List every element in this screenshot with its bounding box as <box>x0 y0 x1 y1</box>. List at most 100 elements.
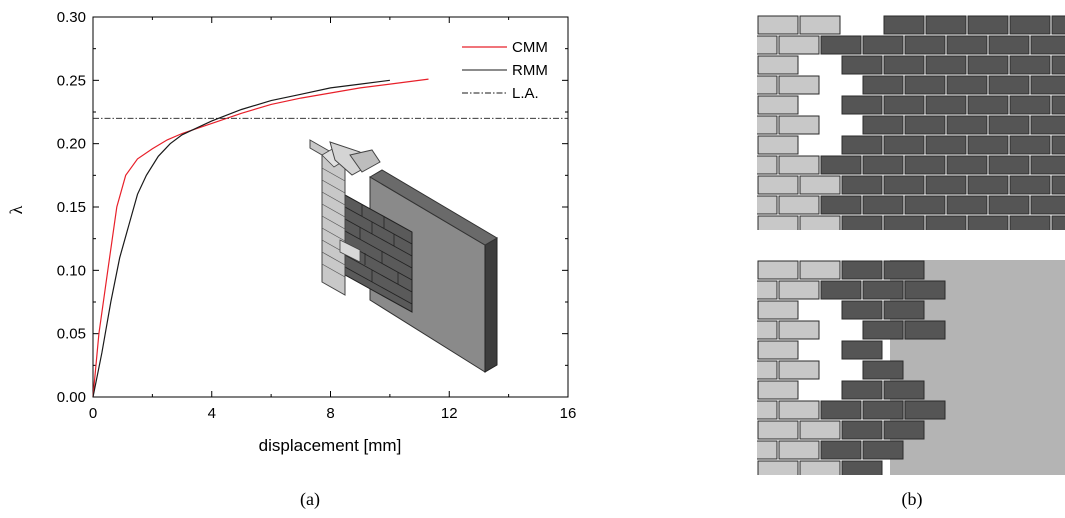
brick <box>757 440 778 460</box>
brick <box>904 195 946 215</box>
brick <box>925 15 967 35</box>
brick <box>820 35 862 55</box>
y-axis-title: λ <box>6 205 26 214</box>
brick <box>841 300 883 320</box>
brick <box>757 215 799 230</box>
brick <box>883 135 925 155</box>
brick <box>925 175 967 195</box>
brick <box>904 280 946 300</box>
brick <box>778 115 820 135</box>
series-line-rmm <box>92 79 390 398</box>
brick <box>778 440 820 460</box>
brick <box>778 360 820 380</box>
brick <box>757 195 778 215</box>
x-tick-label: 8 <box>326 405 334 422</box>
brick <box>799 175 841 195</box>
x-tick-label: 12 <box>441 405 458 422</box>
brick <box>757 260 799 280</box>
brick <box>883 175 925 195</box>
brick <box>778 35 820 55</box>
brick <box>1009 95 1051 115</box>
brick <box>1051 15 1065 35</box>
brick <box>967 175 1009 195</box>
brick <box>967 95 1009 115</box>
legend-label-la: L.A. <box>512 85 539 102</box>
brick <box>925 135 967 155</box>
brick <box>988 35 1030 55</box>
brick <box>862 440 904 460</box>
brick <box>757 175 799 195</box>
brick <box>757 15 799 35</box>
brick <box>925 55 967 75</box>
brick <box>1009 55 1051 75</box>
brick <box>820 440 862 460</box>
brick <box>778 155 820 175</box>
brick <box>967 15 1009 35</box>
brick <box>862 400 904 420</box>
brick <box>778 280 820 300</box>
brick <box>841 55 883 75</box>
masonry-wall-hybrid-mesh-icon <box>757 260 1065 475</box>
brick <box>988 195 1030 215</box>
legend-label-rmm: RMM <box>512 62 548 79</box>
brick <box>904 35 946 55</box>
axis-tick-labels: 0 4 8 12 16 0.00 0.05 0.10 0.15 0.20 0.25 0.30 <box>57 9 577 422</box>
brick <box>862 115 904 135</box>
brick <box>967 135 1009 155</box>
y-tick-label: 0.20 <box>57 136 86 153</box>
brick <box>925 215 967 230</box>
brick <box>988 115 1030 135</box>
brick <box>841 135 883 155</box>
brick <box>925 95 967 115</box>
brick <box>1051 95 1065 115</box>
brick <box>757 300 799 320</box>
brick <box>841 215 883 230</box>
brick <box>946 195 988 215</box>
brick <box>862 280 904 300</box>
brick <box>1009 15 1051 35</box>
y-tick-label: 0.00 <box>57 389 86 406</box>
brick <box>988 75 1030 95</box>
brick <box>799 215 841 230</box>
brick <box>904 75 946 95</box>
brick <box>862 155 904 175</box>
brick <box>757 400 778 420</box>
brick <box>757 320 778 340</box>
brick <box>841 95 883 115</box>
brick <box>841 260 883 280</box>
y-tick-label: 0.10 <box>57 262 86 279</box>
brick <box>862 195 904 215</box>
brick <box>967 55 1009 75</box>
series-line-cmm <box>92 78 429 398</box>
brick <box>883 95 925 115</box>
brick <box>757 340 799 360</box>
brick <box>757 95 799 115</box>
brick <box>883 215 925 230</box>
brick <box>841 420 883 440</box>
brick <box>757 55 799 75</box>
brick <box>1051 215 1065 230</box>
x-tick-label: 16 <box>560 405 577 422</box>
panel-label-a: (a) <box>300 489 320 510</box>
brick <box>988 155 1030 175</box>
brick <box>778 320 820 340</box>
brick <box>757 115 778 135</box>
brick <box>757 135 799 155</box>
masonry-wall-mesh-icon <box>757 15 1065 230</box>
brick <box>904 400 946 420</box>
brick <box>904 155 946 175</box>
brick <box>967 215 1009 230</box>
brick <box>946 75 988 95</box>
brick <box>757 420 799 440</box>
brick <box>757 460 799 475</box>
brick <box>1051 55 1065 75</box>
brick <box>1009 215 1051 230</box>
chart-plot-area: 0 4 8 12 16 0.00 0.05 0.10 0.15 0.20 0.25 0.30 disp… <box>6 9 576 455</box>
brick <box>820 155 862 175</box>
brick <box>904 320 946 340</box>
x-tick-label: 0 <box>89 405 97 422</box>
brick <box>946 155 988 175</box>
brick <box>1030 35 1065 55</box>
panel-label-b: (b) <box>902 489 923 510</box>
